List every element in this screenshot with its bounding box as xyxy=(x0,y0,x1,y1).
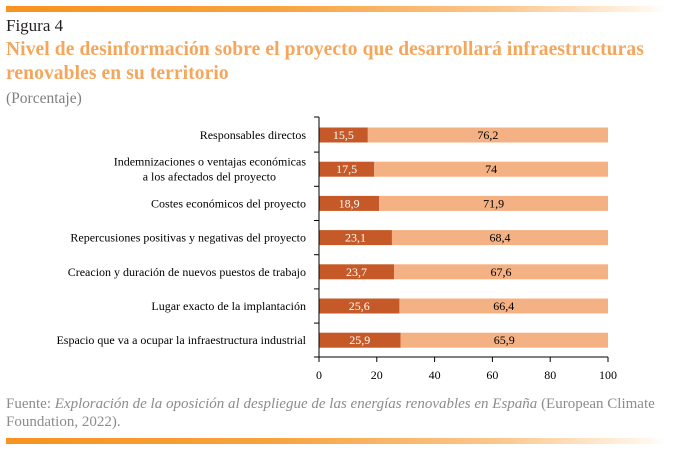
bar-light-segment xyxy=(399,298,608,314)
data-label-light: 71,9 xyxy=(483,196,504,210)
data-label-light: 65,9 xyxy=(494,333,515,347)
chart-subtitle: (Porcentaje) xyxy=(6,90,82,107)
bar-light-segment xyxy=(394,264,608,280)
bar-light-segment xyxy=(367,127,608,143)
data-label-light: 74 xyxy=(485,162,497,176)
bar-light-segment xyxy=(374,161,608,177)
data-label-dark: 23,1 xyxy=(345,231,366,245)
data-label-light: 68,4 xyxy=(489,231,510,245)
bars-group: 15,5 76,2 17,5 74 18,9 71,9 23,1 68,4 23,7 67,6 25… xyxy=(319,127,608,348)
bar-dark-segment xyxy=(319,298,400,314)
category-label: Indemnizaciones o ventajas económicas xyxy=(114,155,307,169)
source-note: Fuente: Exploración de la oposición al d… xyxy=(6,395,676,431)
data-label-light: 76,2 xyxy=(477,128,498,142)
category-label: Costes económicos del proyecto xyxy=(151,196,306,210)
x-tick-label: 80 xyxy=(544,368,556,382)
bar-dark-segment xyxy=(319,127,368,143)
stacked-bar-chart: 15,5 76,2 17,5 74 18,9 71,9 23,1 68,4 23,7 67,6 25… xyxy=(56,116,617,382)
category-label: Creacion y duración de nuevos puestos de… xyxy=(68,265,306,279)
category-labels: Responsables directos Indemnizaciones o v… xyxy=(56,128,306,347)
bar-dark-segment xyxy=(319,230,392,246)
category-label: Lugar exacto de la implantación xyxy=(151,299,306,313)
x-tick-label: 60 xyxy=(486,368,498,382)
bar-dark-segment xyxy=(319,332,401,348)
x-tick-label: 100 xyxy=(599,368,617,382)
figure-label: Figura 4 xyxy=(6,16,64,35)
data-label-dark: 18,9 xyxy=(339,196,360,210)
source-title: Exploración de la oposición al despliegu… xyxy=(54,396,538,412)
category-label: a los afectados del proyecto xyxy=(143,170,276,184)
bar-light-segment xyxy=(400,332,608,348)
chart-title: Nivel de desinformación sobre el proyect… xyxy=(6,39,644,84)
data-label-dark: 25,6 xyxy=(349,299,370,313)
category-label: Espacio que va a ocupar la infraestructu… xyxy=(56,333,306,347)
bar-dark-segment xyxy=(319,195,380,211)
bar-light-segment xyxy=(379,195,608,211)
bottom-decorative-rule xyxy=(6,438,666,444)
data-label-dark: 17,5 xyxy=(336,162,357,176)
x-tick-label: 0 xyxy=(316,368,322,382)
data-label-light: 66,4 xyxy=(493,299,514,313)
source-suffix: (European Climate Foundation, 2022). xyxy=(6,396,655,430)
data-label-dark: 25,9 xyxy=(349,333,370,347)
axes-group: 0 20 40 60 80 100 xyxy=(314,116,617,382)
x-tick-label: 20 xyxy=(371,368,383,382)
source-prefix: Fuente: xyxy=(6,396,55,412)
data-label-dark: 15,5 xyxy=(333,128,354,142)
bar-dark-segment xyxy=(319,264,395,280)
top-decorative-rule xyxy=(6,6,666,12)
data-label-light: 67,6 xyxy=(491,265,512,279)
data-label-dark: 23,7 xyxy=(346,265,367,279)
category-label: Responsables directos xyxy=(200,128,307,142)
bar-light-segment xyxy=(391,230,608,246)
category-label: Repercusiones positivas y negativas del … xyxy=(70,231,306,245)
x-tick-label: 40 xyxy=(429,368,441,382)
bar-dark-segment xyxy=(319,161,375,177)
